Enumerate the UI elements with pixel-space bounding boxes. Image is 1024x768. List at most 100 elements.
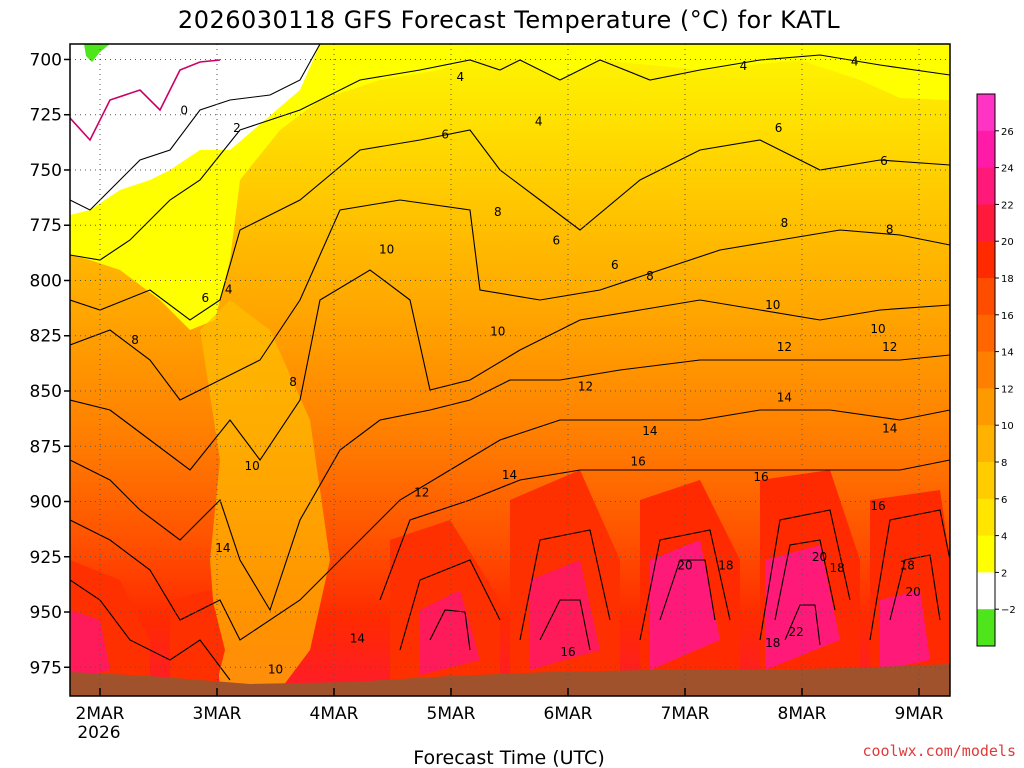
contour-label: 16 [753,470,768,484]
chart-title: 2026030118 GFS Forecast Temperature (°C)… [178,6,840,34]
contour-label: 8 [781,216,789,230]
contour-10C [70,269,950,471]
contour-label: 8 [131,333,139,347]
contour-label: 2 [233,121,241,135]
contour-label: 14 [642,424,657,438]
field-yellow-band [70,44,950,330]
contour-label: 18 [718,559,733,573]
colorbar-swatch [977,609,995,647]
colorbar-label: 2 [1001,568,1007,579]
y-tick-label: 700 [30,50,62,70]
contour-label: 10 [244,459,259,473]
contour-6C [70,129,950,321]
contour-label: 20 [812,550,827,564]
x-axis-year-label: 2026 [77,723,120,743]
colorbar-label: 12 [1001,384,1014,395]
contour-label: 20 [677,559,692,573]
y-tick-label: 775 [30,216,62,236]
x-tick-label: 9MAR [895,704,944,724]
contour-label: 6 [441,128,449,142]
contour-label: 18 [765,636,780,650]
contour-label: 20 [906,585,921,599]
gridlines [70,44,950,696]
y-tick-label: 925 [30,548,62,568]
y-tick-label: 800 [30,271,62,291]
y-tick-label: 875 [30,437,62,457]
contour-label: 6 [201,291,209,305]
field-light-pocket [200,300,330,690]
colorbar-swatch [977,130,995,169]
contour-12C [70,354,950,612]
temperature-field [70,44,950,696]
colorbar-swatch [977,278,995,316]
plot-frame [69,43,951,697]
colorbar-swatch [977,535,995,573]
colorbar-swatch [977,388,995,426]
colorbar-label: 26 [1001,127,1014,138]
colorbar-swatch [977,241,995,279]
y-axis: 700 725 750 775 800 825 850 875 900 925 950 975 [30,50,70,678]
contour-label: 14 [777,391,792,405]
y-tick-label: 975 [30,658,62,678]
contour-4C [70,54,950,261]
field-warm-2 [170,590,225,690]
x-tick-label: 7MAR [661,704,710,724]
contour-label: 4 [740,59,748,73]
colorbar-swatch [977,425,995,463]
field-warm-1b [70,610,110,680]
colorbar-label: −2 [1001,605,1016,616]
x-tick-label: 2MAR [76,704,125,724]
contour-16C [70,459,950,681]
colorbar-label: 16 [1001,311,1014,322]
y-tick-label: 750 [30,161,62,181]
contour-label: 10 [379,243,394,257]
x-tick-label: 8MAR [778,704,827,724]
colorbar-swatch [977,167,995,205]
contour-label: 10 [490,324,505,338]
contour-label: 18 [829,561,844,575]
contour-label: 6 [611,258,619,272]
contour-label: 10 [765,298,780,312]
contour-label: 4 [535,114,543,128]
x-tick-label: 4MAR [310,704,359,724]
ground-surface [70,664,950,696]
colorbar-label: 18 [1001,274,1014,285]
field-warm-3b [420,590,480,675]
contour-label: 8 [646,269,654,283]
colorbar-label: 14 [1001,348,1014,359]
contour-22C [429,599,821,651]
contour-label: 10 [870,322,885,336]
contour-label: 8 [886,223,894,237]
y-tick-label: 950 [30,603,62,623]
contour-label: 14 [502,468,517,482]
colorbar-swatch [977,462,995,500]
colorbar-label: 10 [1001,421,1014,432]
contour-label: 10 [268,662,283,676]
colorbar-swatch [977,498,995,537]
contour-label: 22 [789,625,804,639]
colorbar-swatch [977,94,995,132]
field-green-region [84,44,110,62]
contour-labels: 0 2 4 4 4 4 6 6 6 6 6 6 4 8 8 8 8 8 8 10 10 10 10 10 10 12 12 12 12 1… [131,55,921,677]
x-tick-label: 6MAR [544,704,593,724]
x-tick-label: 3MAR [193,704,242,724]
colorbar-label: 4 [1001,532,1007,543]
contour-label: 12 [578,380,593,394]
contour-label: 6 [552,234,560,248]
colorbar-label: 8 [1001,458,1007,469]
contour-label: 4 [851,55,859,69]
contour-label: 4 [457,70,465,84]
colorbar-label: 20 [1001,237,1014,248]
credit-text[interactable]: coolwx.com/models [862,742,1016,760]
colorbar-swatch [977,351,995,389]
field-warm-4b [530,560,600,670]
x-axis-title: Forecast Time (UTC) [413,747,604,768]
contour-label: 12 [414,486,429,500]
contour-label: 16 [870,499,885,513]
contour-label: 6 [775,121,783,135]
y-tick-label: 725 [30,106,62,126]
contour-label: 0 [180,103,188,117]
contour-20C [659,539,941,621]
